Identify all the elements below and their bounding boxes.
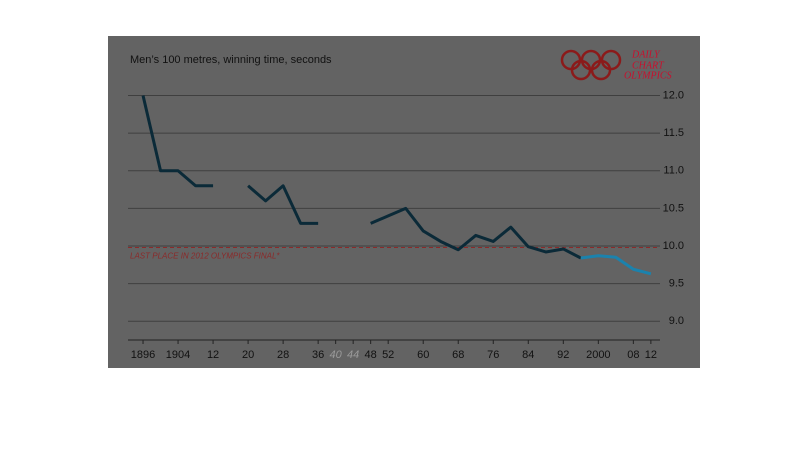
x-tick-label: 60 — [417, 349, 429, 361]
olympic-rings — [560, 49, 622, 81]
x-tick-label: 1904 — [166, 349, 190, 361]
series-line — [580, 254, 652, 276]
x-tick-label: 52 — [382, 349, 394, 361]
x-tick-label: 48 — [365, 349, 377, 361]
y-tick-label: 9.5 — [669, 277, 684, 289]
y-tick-label: 10.5 — [663, 202, 684, 214]
chart-background — [108, 36, 700, 368]
x-tick-label: 12 — [645, 349, 657, 361]
y-tick-label: 9.0 — [669, 315, 684, 327]
x-tick-label: 84 — [522, 349, 534, 361]
x-tick-label: 92 — [557, 349, 569, 361]
x-tick-label: 12 — [207, 349, 219, 361]
y-tick-label: 10.0 — [663, 240, 684, 252]
x-tick-label: 68 — [452, 349, 464, 361]
x-tick-label: 2000 — [586, 349, 610, 361]
x-tick-label: 36 — [312, 349, 324, 361]
y-tick-label: 12.0 — [663, 89, 684, 101]
logo-text: CHART — [632, 60, 665, 71]
x-tick-label: 08 — [627, 349, 639, 361]
x-tick-label: 40 — [330, 349, 343, 361]
series-line — [141, 95, 582, 260]
x-tick-label: 76 — [487, 349, 499, 361]
y-tick-label: 11.5 — [663, 127, 684, 139]
x-tick-label: 20 — [242, 349, 254, 361]
logo-text: OLYMPICS — [624, 70, 672, 81]
logo-text: DAILY — [631, 49, 661, 60]
x-tick-label: 1896 — [131, 349, 155, 361]
reference-label: LAST PLACE IN 2012 OLYMPICS FINAL* — [130, 252, 280, 261]
x-tick-label: 28 — [277, 349, 289, 361]
y-tick-label: 11.0 — [663, 165, 684, 177]
x-tick-label: 44 — [347, 349, 359, 361]
chart-title: Men’s 100 metres, winning time, seconds — [130, 54, 332, 66]
